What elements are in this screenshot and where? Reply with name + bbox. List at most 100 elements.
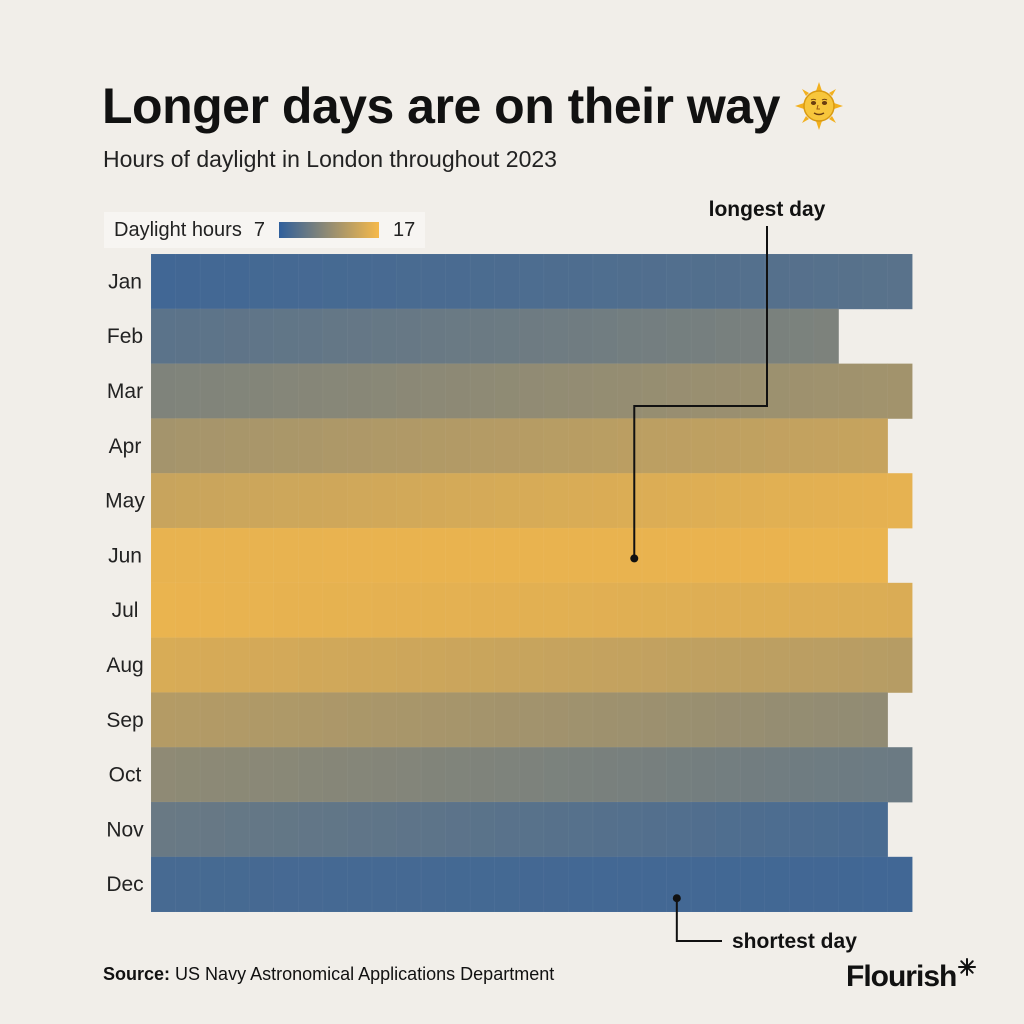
heatmap-cell	[297, 692, 324, 748]
heatmap-cell	[617, 692, 643, 748]
heatmap-cell	[494, 363, 520, 420]
heatmap-cell	[396, 637, 422, 694]
heatmap-cell	[297, 472, 324, 529]
heatmap-cell	[666, 472, 692, 529]
month-label-aug: Aug	[106, 654, 143, 677]
heatmap-cell	[420, 746, 447, 803]
heatmap-cell	[469, 856, 496, 913]
heatmap-cell	[617, 308, 643, 365]
heatmap-cell	[739, 637, 766, 694]
heatmap-cell	[396, 472, 422, 529]
heatmap-cell	[469, 308, 496, 365]
heatmap-cell	[838, 527, 864, 584]
heatmap-cell	[715, 363, 741, 420]
heatmap-cell	[248, 418, 275, 474]
heatmap-cell	[788, 363, 815, 420]
heatmap-cell	[175, 308, 201, 365]
heatmap-cell	[322, 692, 349, 748]
heatmap-cell	[813, 472, 840, 529]
heatmap-cell	[396, 746, 422, 803]
heatmap-cell	[494, 472, 520, 529]
heatmap-cell	[813, 856, 840, 913]
heatmap-cell	[175, 418, 201, 474]
heatmap-cell	[617, 856, 643, 913]
heatmap-cell	[788, 253, 815, 310]
heatmap-cell	[788, 472, 815, 529]
heatmap-cell	[690, 253, 717, 310]
heatmap-cell	[813, 527, 840, 584]
heatmap-cell	[469, 253, 496, 310]
heatmap-cell	[568, 801, 594, 858]
heatmap-cell	[862, 801, 889, 858]
heatmap-cell	[494, 253, 520, 310]
heatmap-cell	[715, 856, 741, 913]
heatmap-cell	[445, 308, 471, 365]
source-text: US Navy Astronomical Applications Depart…	[175, 964, 555, 984]
heatmap-cell	[543, 527, 570, 584]
heatmap-cell	[371, 582, 398, 639]
heatmap-cell	[617, 801, 643, 858]
heatmap-cell	[887, 253, 913, 310]
legend-max: 17	[392, 218, 416, 241]
heatmap-cell	[494, 582, 520, 639]
heatmap-cell	[199, 418, 226, 474]
heatmap-cell	[199, 582, 226, 639]
heatmap-cell	[248, 746, 275, 803]
heatmap-cell	[617, 418, 643, 474]
heatmap-cell	[788, 418, 815, 474]
heatmap-cell	[543, 856, 570, 913]
heatmap-cell	[862, 418, 889, 474]
heatmap-cell	[617, 363, 643, 420]
heatmap-cell	[788, 637, 815, 694]
heatmap-cell	[175, 582, 201, 639]
heatmap-cell	[715, 418, 741, 474]
heatmap-cell	[887, 363, 913, 420]
heatmap-cell	[813, 582, 840, 639]
heatmap-cell	[199, 746, 226, 803]
heatmap-cell	[739, 856, 766, 913]
heatmap-cell	[297, 363, 324, 420]
heatmap-cell	[641, 308, 668, 365]
heatmap-cell	[543, 582, 570, 639]
heatmap-cell	[666, 527, 692, 584]
heatmap-cell	[371, 308, 398, 365]
heatmap-cell	[739, 253, 766, 310]
heatmap-cell	[641, 637, 668, 694]
heatmap-cell	[150, 418, 177, 474]
heatmap-cell	[445, 637, 471, 694]
heatmap-cell	[175, 746, 201, 803]
heatmap-cell	[568, 637, 594, 694]
heatmap-cell	[592, 801, 619, 858]
heatmap-cell	[813, 746, 840, 803]
heatmap-cell	[715, 692, 741, 748]
heatmap-cell	[813, 363, 840, 420]
heatmap-cell	[494, 637, 520, 694]
month-label-sep: Sep	[106, 709, 143, 732]
heatmap-cell	[666, 253, 692, 310]
heatmap-cell	[273, 308, 300, 365]
heatmap-cell	[420, 527, 447, 584]
heatmap-cell	[445, 253, 471, 310]
heatmap-cell	[862, 363, 889, 420]
heatmap-cell	[322, 418, 349, 474]
legend-label: Daylight hours	[114, 218, 242, 241]
heatmap-cell	[150, 582, 177, 639]
heatmap-cell	[568, 472, 594, 529]
heatmap-cell	[494, 308, 520, 365]
heatmap-cell	[420, 692, 447, 748]
heatmap-cell	[838, 746, 864, 803]
heatmap-cell	[568, 527, 594, 584]
heatmap-cell	[666, 801, 692, 858]
heatmap-cell	[641, 253, 668, 310]
shortest-day-leader-line	[675, 898, 722, 942]
heatmap-cell	[764, 582, 791, 639]
month-label-mar: Mar	[107, 380, 143, 403]
heatmap-cell	[297, 253, 324, 310]
heatmap-cell	[347, 472, 373, 529]
heatmap-cell	[690, 363, 717, 420]
heatmap-cell	[445, 527, 471, 584]
heatmap-cell	[150, 472, 177, 529]
heatmap-cell	[248, 363, 275, 420]
heatmap-cell	[224, 692, 250, 748]
legend-gradient	[278, 222, 379, 238]
